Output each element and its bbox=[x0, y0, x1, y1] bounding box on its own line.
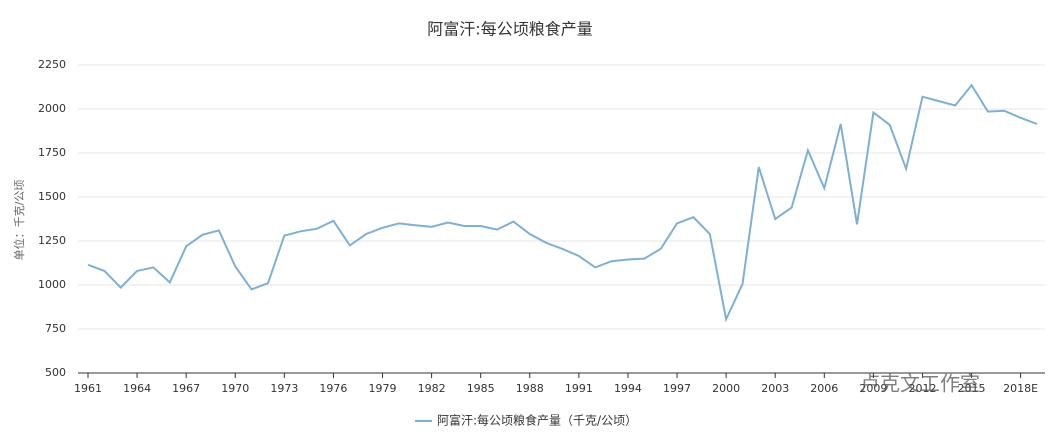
x-tick-label: 1973 bbox=[270, 382, 298, 395]
y-tick-label: 500 bbox=[45, 366, 66, 379]
x-tick-label: 1991 bbox=[565, 382, 593, 395]
x-tick-label: 1979 bbox=[369, 382, 397, 395]
line bbox=[87, 83, 1038, 323]
x-tick-label: 2018E bbox=[1003, 382, 1038, 395]
x-tick-label: 2003 bbox=[761, 382, 789, 395]
y-tick-label: 1500 bbox=[38, 190, 66, 203]
x-tick-label: 1994 bbox=[614, 382, 642, 395]
watermark: 卢克文工作室 bbox=[860, 372, 980, 396]
y-tick-label: 1750 bbox=[38, 146, 66, 159]
x-tick-label: 1997 bbox=[663, 382, 691, 395]
y-tick-label: 1000 bbox=[38, 278, 66, 291]
x-tick-label: 1967 bbox=[172, 382, 200, 395]
y-tick-label: 750 bbox=[45, 322, 66, 335]
x-tick-label: 1982 bbox=[418, 382, 446, 395]
y-tick-label: 2250 bbox=[38, 58, 66, 71]
x-tick-label: 1961 bbox=[74, 382, 102, 395]
x-tick-label: 1988 bbox=[516, 382, 544, 395]
x-tick-label: 1964 bbox=[123, 382, 151, 395]
legend-label: 阿富汗:每公顷粮食产量（千克/公顷） bbox=[437, 413, 637, 428]
x-tick-label: 1976 bbox=[319, 382, 347, 395]
x-tick-label: 2006 bbox=[810, 382, 838, 395]
y-axis-label: 单位：千克/公顷 bbox=[12, 180, 26, 261]
x-tick-label: 2000 bbox=[712, 382, 740, 395]
chart-title: 阿富汗:每公顷粮食产量 bbox=[427, 20, 592, 39]
y-tick-label: 2000 bbox=[38, 102, 66, 115]
x-tick-label: 2012 bbox=[908, 382, 936, 395]
x-tick-label: 1985 bbox=[467, 382, 495, 395]
x-tick-label: 2009 bbox=[859, 382, 887, 395]
x-tick-label: 2015 bbox=[958, 382, 986, 395]
y-tick-label: 1250 bbox=[38, 234, 66, 247]
x-tick-label: 1970 bbox=[221, 382, 249, 395]
